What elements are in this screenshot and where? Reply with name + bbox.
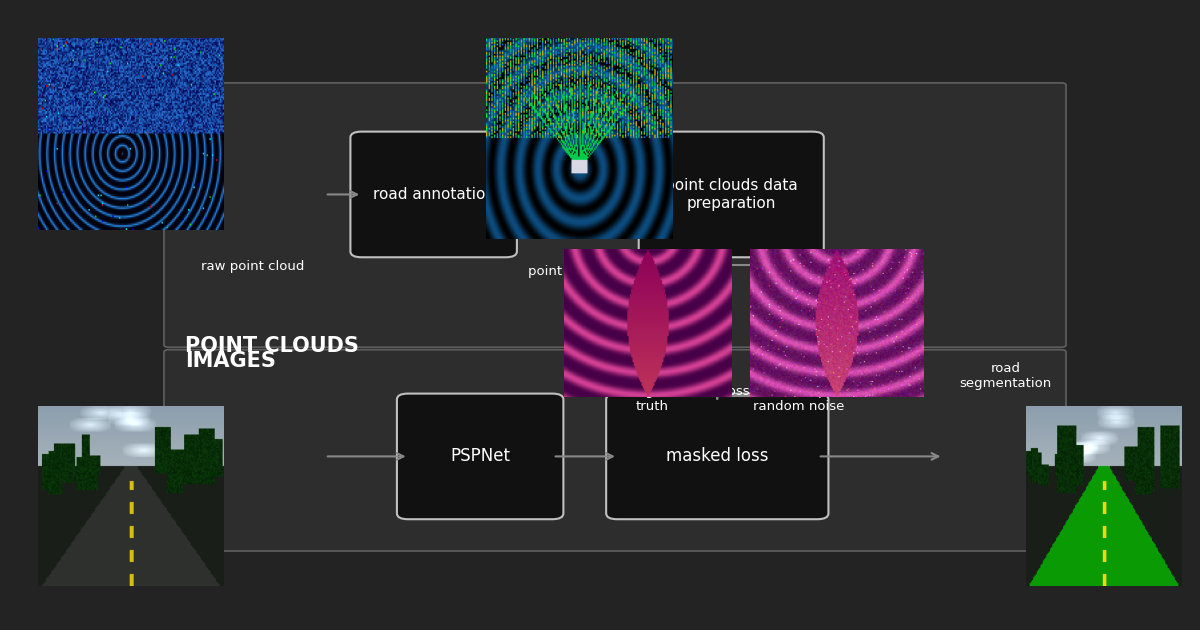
Text: POINT CLOUDS: POINT CLOUDS [185, 336, 359, 356]
FancyBboxPatch shape [606, 394, 828, 519]
Text: masked loss: masked loss [666, 447, 768, 466]
Text: PSPNet: PSPNet [450, 447, 510, 466]
FancyBboxPatch shape [350, 132, 517, 257]
FancyBboxPatch shape [638, 132, 823, 257]
Text: point clouds data
preparation: point clouds data preparation [665, 178, 798, 210]
FancyBboxPatch shape [164, 350, 1066, 551]
FancyBboxPatch shape [397, 394, 563, 519]
Text: raw point cloud: raw point cloud [200, 260, 304, 273]
Text: road ground
truth: road ground truth [611, 385, 694, 413]
Text: road annotation: road annotation [373, 187, 494, 202]
Text: road
segmentation: road segmentation [960, 362, 1051, 390]
Text: IMAGES: IMAGES [185, 351, 276, 370]
Text: point cloud with road
class: point cloud with road class [528, 265, 670, 293]
Text: loss mask: all points +
random noise: loss mask: all points + random noise [724, 385, 875, 413]
FancyBboxPatch shape [164, 83, 1066, 347]
